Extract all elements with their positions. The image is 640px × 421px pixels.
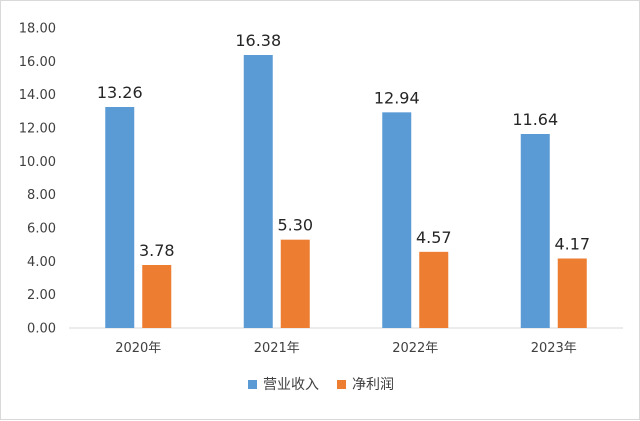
legend-swatch-series-0 [248,379,257,389]
legend-swatch-series-1 [337,379,346,389]
data-label-series-1-1: 5.30 [277,216,313,235]
y-tick-label: 18.00 [19,22,56,37]
bar-series-0-3 [520,134,550,328]
y-tick-label: 12.00 [19,122,56,137]
data-label-series-0-1: 16.38 [235,31,281,50]
bar-series-1-3 [557,258,587,328]
x-category-label: 2020年 [115,341,161,356]
data-label-series-1-2: 4.57 [416,228,452,247]
bar-series-1-2 [419,251,449,328]
bars [105,55,587,328]
y-tick-label: 6.00 [27,222,56,237]
y-tick-label: 14.00 [19,88,56,103]
bar-series-0-0 [105,107,135,328]
data-label-series-1-0: 3.78 [139,241,175,260]
legend-label-series-0: 营业收入 [263,377,319,393]
legend-label-series-1: 净利润 [352,377,394,393]
legend: 营业收入 净利润 [1,374,640,394]
bar-series-0-1 [243,55,273,328]
data-labels: 13.26 3.78 16.38 5.30 12.94 4.57 11.64 4.17 [97,31,590,260]
data-label-series-0-3: 11.64 [512,110,558,129]
y-tick-label: 16.00 [19,55,56,70]
x-category-label: 2021年 [254,341,300,356]
bar-series-0-2 [382,112,412,328]
data-label-series-0-0: 13.26 [97,83,143,102]
data-label-series-1-3: 4.17 [554,235,590,254]
data-label-series-0-2: 12.94 [374,88,420,107]
bar-series-1-1 [280,239,310,328]
y-tick-label: 2.00 [27,288,56,303]
y-tick-label: 8.00 [27,188,56,203]
legend-item-series-1: 净利润 [337,374,394,394]
legend-item-series-0: 营业收入 [248,374,319,394]
x-axis: 2020年 2021年 2022年 2023年 [115,341,577,356]
x-category-label: 2022年 [392,341,438,356]
y-tick-label: 0.00 [27,322,56,337]
bar-series-1-0 [142,265,172,328]
x-category-label: 2023年 [531,341,577,356]
y-tick-label: 10.00 [19,155,56,170]
y-tick-label: 4.00 [27,255,56,270]
